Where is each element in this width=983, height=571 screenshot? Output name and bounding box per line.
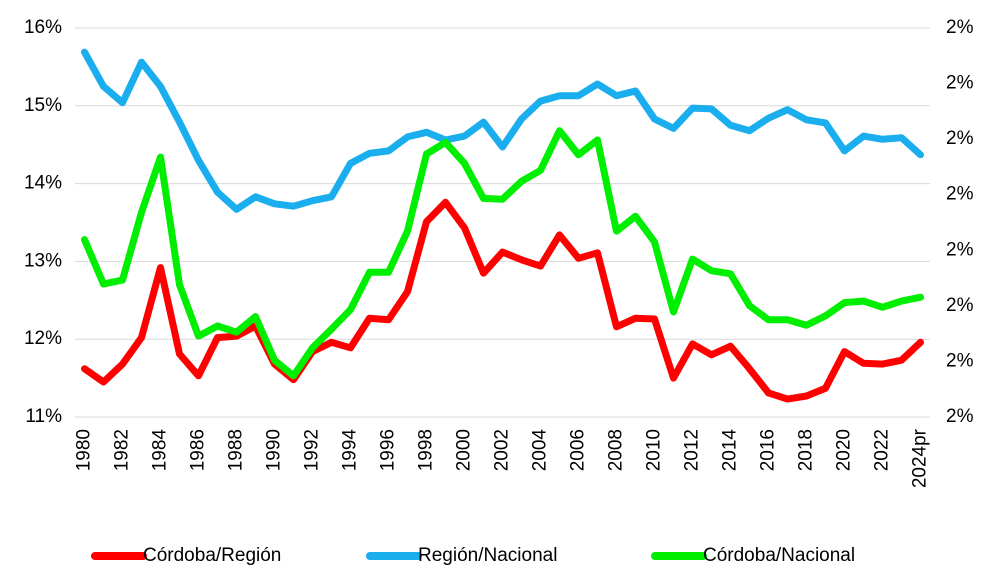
y-tick-label: 11% [25, 406, 62, 427]
y-tick-label: 16% [24, 17, 62, 38]
x-tick-label: 2018 [796, 429, 817, 471]
x-tick-label: 1988 [226, 429, 247, 471]
y2-tick-label: 2% [946, 295, 974, 316]
legend-label: Córdoba/Nacional [703, 545, 855, 566]
x-tick-label: 1992 [302, 429, 323, 471]
series-line [81, 198, 924, 403]
y-tick-label: 15% [24, 95, 62, 116]
legend-label: Córdoba/Región [143, 545, 281, 566]
x-tick-label: 1982 [112, 429, 133, 471]
y2-tick-label: 2% [946, 406, 974, 427]
x-tick-label: 1986 [188, 429, 209, 471]
series-line [81, 127, 924, 380]
y-tick-label: 12% [24, 328, 62, 349]
y2-tick-label: 2% [946, 17, 974, 38]
y-tick-label: 14% [24, 173, 62, 194]
legend-label: Región/Nacional [418, 545, 557, 566]
x-tick-label: 2006 [568, 429, 589, 471]
x-tick-label: 2008 [606, 429, 627, 471]
x-tick-label: 2010 [644, 429, 665, 471]
x-tick-label: 2012 [682, 429, 703, 471]
x-tick-label: 2016 [758, 429, 779, 471]
x-tick-label: 2004 [530, 429, 551, 472]
x-tick-label: 2000 [454, 429, 475, 471]
y2-tick-label: 2% [946, 73, 974, 94]
y2-tick-label: 2% [946, 350, 974, 371]
x-tick-label: 1998 [416, 429, 437, 471]
x-tick-label: 2014 [720, 429, 741, 472]
x-tick-label: 2022 [872, 429, 893, 471]
x-tick-label: 2020 [834, 429, 855, 471]
x-tick-label: 1990 [264, 429, 285, 471]
y2-tick-label: 2% [946, 239, 974, 260]
y2-tick-label: 2% [946, 184, 974, 205]
x-tick-label: 2024pr [910, 428, 931, 488]
x-tick-label: 2002 [492, 429, 513, 471]
y2-tick-label: 2% [946, 128, 974, 149]
x-tick-label: 1980 [74, 429, 95, 471]
x-tick-label: 1996 [378, 429, 399, 471]
series-line [81, 48, 924, 213]
x-tick-label: 1984 [150, 429, 171, 472]
x-tick-label: 1994 [340, 429, 361, 472]
y-tick-label: 13% [24, 250, 62, 271]
